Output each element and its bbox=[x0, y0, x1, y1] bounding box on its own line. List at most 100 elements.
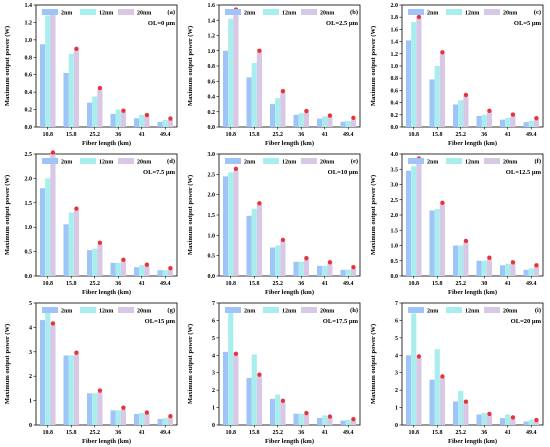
bar-20nm-10.8 bbox=[233, 170, 239, 276]
bar-20nm-10.8 bbox=[416, 357, 422, 425]
x-tick-label: 15.8 bbox=[66, 430, 77, 436]
legend-swatch-12nm bbox=[80, 158, 96, 164]
y-tick-label: 2 bbox=[29, 374, 32, 380]
x-axis-title: Fiber length (km) bbox=[265, 140, 314, 147]
marker-20nm-25.2 bbox=[97, 388, 103, 393]
y-tick-label: 1.2 bbox=[208, 34, 216, 40]
legend-label-20nm: 20nm bbox=[137, 159, 151, 165]
chart-i: 0 1 2 3 4 5 6 7 10.8 15.8 25.2 36 41 49.4 2nm 12nm 20nm (… bbox=[370, 301, 544, 445]
legend-swatch-2nm bbox=[408, 158, 424, 164]
bar-2nm-49.4 bbox=[523, 269, 529, 276]
y-tick-label: 2.0 bbox=[25, 176, 33, 182]
bar-12nm-10.8 bbox=[228, 172, 234, 276]
marker-20nm-41 bbox=[327, 260, 333, 265]
y-tick-label: 1.0 bbox=[208, 233, 216, 239]
legend-swatch-20nm bbox=[484, 158, 500, 164]
y-tick-label: 1.0 bbox=[208, 49, 216, 55]
y-tick-label: 1 bbox=[395, 406, 398, 412]
marker-20nm-41 bbox=[510, 260, 516, 265]
x-tick-label: 25.2 bbox=[273, 281, 284, 287]
panel-label: (i) bbox=[535, 307, 541, 314]
bar-2nm-49.4 bbox=[340, 269, 346, 276]
marker-20nm-49.4 bbox=[534, 263, 539, 268]
legend-label-20nm: 20nm bbox=[320, 159, 334, 165]
x-tick-label: 25.2 bbox=[90, 132, 101, 138]
y-tick-label: 7 bbox=[395, 301, 398, 307]
panel-d: 0.0 0.5 1.0 1.5 2.0 2.5 10.8 15.8 25.2 36 41 49.4 2n… bbox=[0, 149, 183, 298]
bar-2nm-10.8 bbox=[222, 176, 229, 276]
x-axis-title: Fiber length (km) bbox=[82, 438, 131, 445]
ol-annotation: OL=7.5 μm bbox=[143, 169, 176, 176]
x-tick-label: 10.8 bbox=[409, 132, 420, 138]
bar-2nm-41 bbox=[316, 265, 323, 276]
y-tick-label: 0.5 bbox=[391, 259, 399, 265]
bar-20nm-49.4 bbox=[533, 119, 540, 127]
x-tick-label: 41 bbox=[505, 281, 511, 287]
bar-12nm-10.8 bbox=[45, 178, 51, 276]
y-tick-label: 0.6 bbox=[25, 73, 33, 79]
chart-c: 0.0 0.2 0.4 0.6 0.8 1.0 1.2 1.4 1.6 1.8 2.0 10.8 15.… bbox=[370, 3, 544, 147]
marker-20nm-15.8 bbox=[440, 50, 445, 55]
bar-20nm-15.8 bbox=[439, 204, 446, 276]
y-tick-label: 3.0 bbox=[391, 183, 399, 189]
legend-label-2nm: 2nm bbox=[244, 159, 255, 165]
legend-swatch-20nm bbox=[484, 307, 500, 313]
marker-20nm-25.2 bbox=[463, 399, 469, 404]
legend-label-20nm: 20nm bbox=[137, 308, 151, 314]
x-tick-label: 49.4 bbox=[526, 281, 537, 287]
bar-2nm-41 bbox=[133, 118, 140, 127]
bar-2nm-49.4 bbox=[340, 420, 346, 425]
panel-g: 0 1 2 3 4 5 10.8 15.8 25.2 36 41 49.4 2nm 12nm 20nm (g)… bbox=[0, 298, 183, 447]
bar-20nm-36 bbox=[303, 112, 310, 127]
marker-20nm-10.8 bbox=[233, 166, 239, 171]
bar-12nm-30 bbox=[481, 260, 487, 276]
legend-label-20nm: 20nm bbox=[503, 10, 517, 16]
bar-2nm-15.8 bbox=[246, 215, 252, 276]
marker-20nm-25.2 bbox=[97, 240, 103, 245]
x-tick-label: 41 bbox=[322, 281, 328, 287]
panel-label: (c) bbox=[534, 9, 541, 16]
y-tick-label: 0.8 bbox=[208, 64, 216, 70]
bar-12nm-41 bbox=[322, 265, 328, 276]
x-tick-label: 15.8 bbox=[432, 430, 443, 436]
y-tick-label: 0.5 bbox=[208, 254, 216, 260]
legend-label-20nm: 20nm bbox=[320, 10, 334, 16]
ol-annotation: OL=15 μm bbox=[145, 318, 176, 325]
bar-12nm-49.4 bbox=[162, 270, 168, 276]
legend-swatch-2nm bbox=[225, 158, 241, 164]
x-tick-label: 41 bbox=[139, 281, 145, 287]
bar-12nm-41 bbox=[505, 414, 511, 425]
bar-12nm-10.8 bbox=[411, 22, 417, 127]
y-tick-label: 1.0 bbox=[391, 64, 399, 70]
y-tick-label: 0.8 bbox=[25, 55, 33, 61]
y-tick-label: 0.0 bbox=[25, 274, 33, 280]
legend-label-2nm: 2nm bbox=[61, 159, 72, 165]
y-tick-label: 0.4 bbox=[208, 95, 216, 101]
y-tick-label: 0.0 bbox=[208, 125, 216, 131]
bar-2nm-30 bbox=[476, 260, 482, 276]
y-tick-label: 2.0 bbox=[208, 193, 216, 199]
bar-20nm-41 bbox=[144, 414, 150, 425]
bar-2nm-49.4 bbox=[157, 418, 163, 425]
legend-swatch-12nm bbox=[80, 307, 96, 313]
x-tick-label: 10.8 bbox=[226, 281, 237, 287]
marker-20nm-36 bbox=[487, 411, 492, 417]
bar-20nm-10.8 bbox=[416, 160, 422, 276]
legend-label-2nm: 2nm bbox=[61, 308, 72, 314]
y-tick-label: 5 bbox=[29, 301, 32, 307]
plot-frame bbox=[218, 302, 361, 426]
y-tick-label: 0.2 bbox=[208, 110, 216, 116]
y-axis-title: Maximum output power (W) bbox=[187, 324, 194, 404]
bar-12nm-10.8 bbox=[228, 18, 234, 128]
bar-2nm-49.4 bbox=[157, 270, 163, 276]
bar-12nm-41 bbox=[139, 114, 145, 127]
x-tick-label: 49.4 bbox=[526, 430, 537, 436]
marker-20nm-36 bbox=[304, 256, 309, 261]
bar-2nm-36 bbox=[293, 413, 299, 425]
bar-2nm-15.8 bbox=[246, 77, 252, 127]
x-axis-title: Fiber length (km) bbox=[448, 438, 497, 445]
bar-20nm-15.8 bbox=[256, 52, 263, 127]
legend-label-2nm: 2nm bbox=[427, 159, 438, 165]
bar-20nm-10.8 bbox=[233, 355, 239, 425]
bar-20nm-49.4 bbox=[350, 420, 357, 425]
